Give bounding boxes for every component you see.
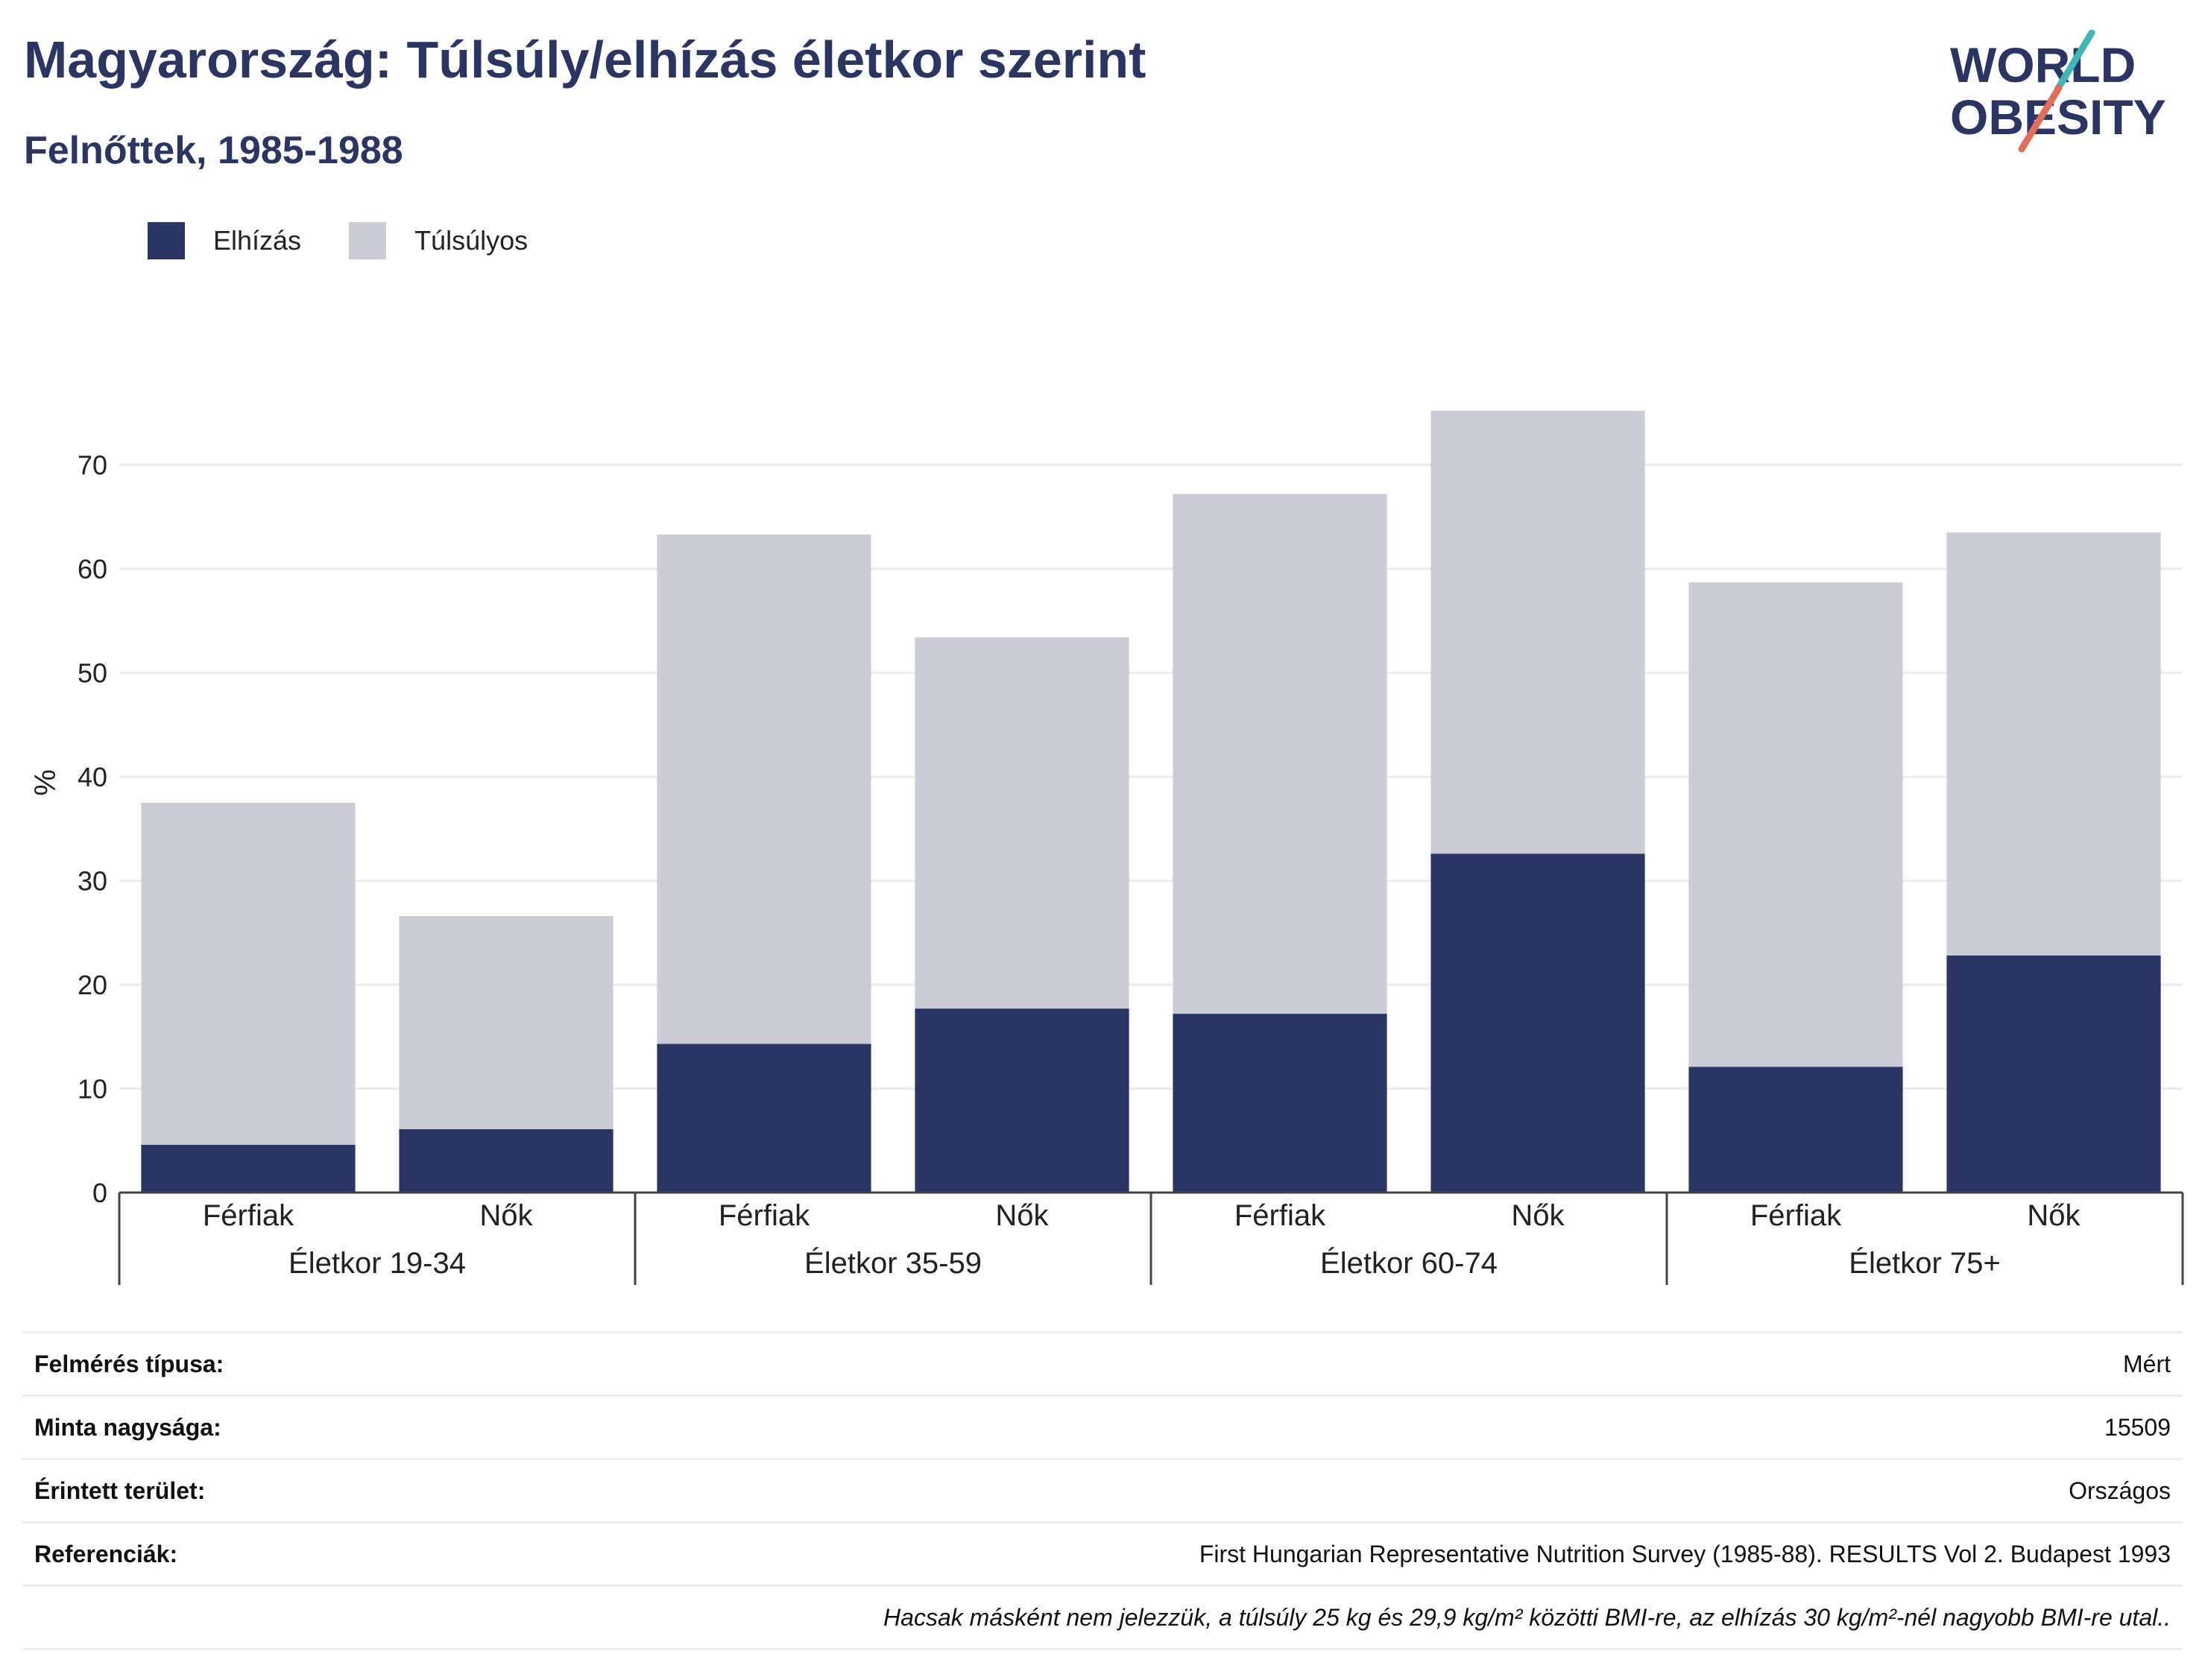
x-category-label: Nők (1511, 1199, 1565, 1232)
bar-tulsulyos (399, 916, 613, 1129)
logo-slash-coral (2018, 84, 2063, 153)
chart-subtitle: Felnőttek, 1985-1988 (24, 129, 403, 172)
info-row-area: Érintett terület: Országos (22, 1458, 2183, 1521)
bar-tulsulyos (1173, 493, 1387, 1014)
x-group-label: Életkor 19-34 (288, 1246, 466, 1280)
definition-note: Hacsak másként nem jelezzük, a túlsúly 2… (883, 1603, 2171, 1631)
bar-elhizas (399, 1128, 613, 1193)
x-group-label: Életkor 60-74 (1320, 1246, 1498, 1280)
y-tick-label: 20 (78, 970, 107, 1000)
info-row-note: Hacsak másként nem jelezzük, a túlsúly 2… (22, 1585, 2183, 1650)
x-group-label: Életkor 35-59 (804, 1246, 982, 1280)
x-category-label: Nők (2027, 1199, 2081, 1232)
legend-swatch-tulsulyos (349, 222, 387, 259)
info-value: Országos (2069, 1477, 2171, 1504)
info-row-sample-size: Minta nagysága: 15509 (22, 1395, 2183, 1458)
bar-elhizas (1946, 956, 2161, 1193)
y-tick-label: 0 (92, 1178, 107, 1208)
legend-label-tulsulyos: Túlsúlyos (414, 225, 529, 256)
bar-tulsulyos (1688, 582, 1903, 1067)
bar-tulsulyos (141, 802, 356, 1145)
bar-tulsulyos (915, 637, 1129, 1009)
bar-tulsulyos (657, 534, 871, 1044)
info-row-survey-type: Felmérés típusa: Mért (22, 1331, 2183, 1395)
y-tick-label: 10 (78, 1074, 107, 1105)
bar-tulsulyos (1430, 411, 1645, 854)
x-category-label: Férfiak (1234, 1199, 1326, 1232)
x-category-label: Férfiak (203, 1199, 294, 1232)
info-label: Minta nagysága: (34, 1413, 221, 1441)
survey-info-table: Felmérés típusa: Mért Minta nagysága: 15… (22, 1331, 2183, 1650)
y-axis-label: % (29, 769, 62, 796)
info-row-references: Referenciák: First Hungarian Representat… (22, 1521, 2183, 1585)
logo-slash-teal (2054, 30, 2095, 93)
bar-tulsulyos (1946, 532, 2161, 956)
y-tick-label: 40 (78, 762, 107, 792)
bar-elhizas (657, 1043, 871, 1193)
info-value: First Hungarian Representative Nutrition… (1199, 1540, 2171, 1567)
x-category-label: Férfiak (719, 1199, 810, 1232)
chart-title: Magyarország: Túlsúly/elhízás életkor sz… (24, 31, 1146, 89)
y-tick-label: 30 (78, 866, 107, 897)
info-label: Érintett terület: (34, 1477, 206, 1504)
logo-world-text: WORLD (1950, 37, 2136, 92)
y-tick-label: 60 (78, 554, 107, 584)
info-value: 15509 (2104, 1413, 2171, 1441)
world-obesity-logo: WORLD OBESITY (1950, 30, 2166, 153)
info-value: Mért (2123, 1350, 2171, 1377)
x-category-label: Nők (995, 1199, 1049, 1232)
legend-item-tulsulyos[interactable]: Túlsúlyos (349, 222, 528, 259)
bar-elhizas (1430, 853, 1645, 1193)
x-group-label: Életkor 75+ (1849, 1246, 2000, 1280)
bar-elhizas (1688, 1067, 1903, 1193)
y-tick-label: 50 (78, 658, 107, 689)
chart-legend: Elhízás Túlsúlyos (148, 222, 575, 259)
stacked-bar-chart: 0 10 20 30 40 50 60 70% Férfiak Nők Férfiak Nők Férf… (29, 411, 2184, 1285)
legend-label-elhizas: Elhízás (213, 225, 302, 256)
legend-swatch-elhizas (148, 222, 185, 259)
logo-obesity-text: OBESITY (1950, 89, 2166, 145)
bar-elhizas (141, 1144, 356, 1193)
info-label: Felmérés típusa: (34, 1350, 224, 1377)
y-tick-label: 70 (78, 450, 107, 481)
bar-elhizas (915, 1008, 1129, 1193)
info-label: Referenciák: (34, 1540, 178, 1567)
legend-item-elhizas[interactable]: Elhízás (148, 222, 301, 259)
x-category-label: Férfiak (1750, 1199, 1842, 1232)
x-category-label: Nők (479, 1199, 533, 1232)
bar-elhizas (1173, 1014, 1387, 1193)
